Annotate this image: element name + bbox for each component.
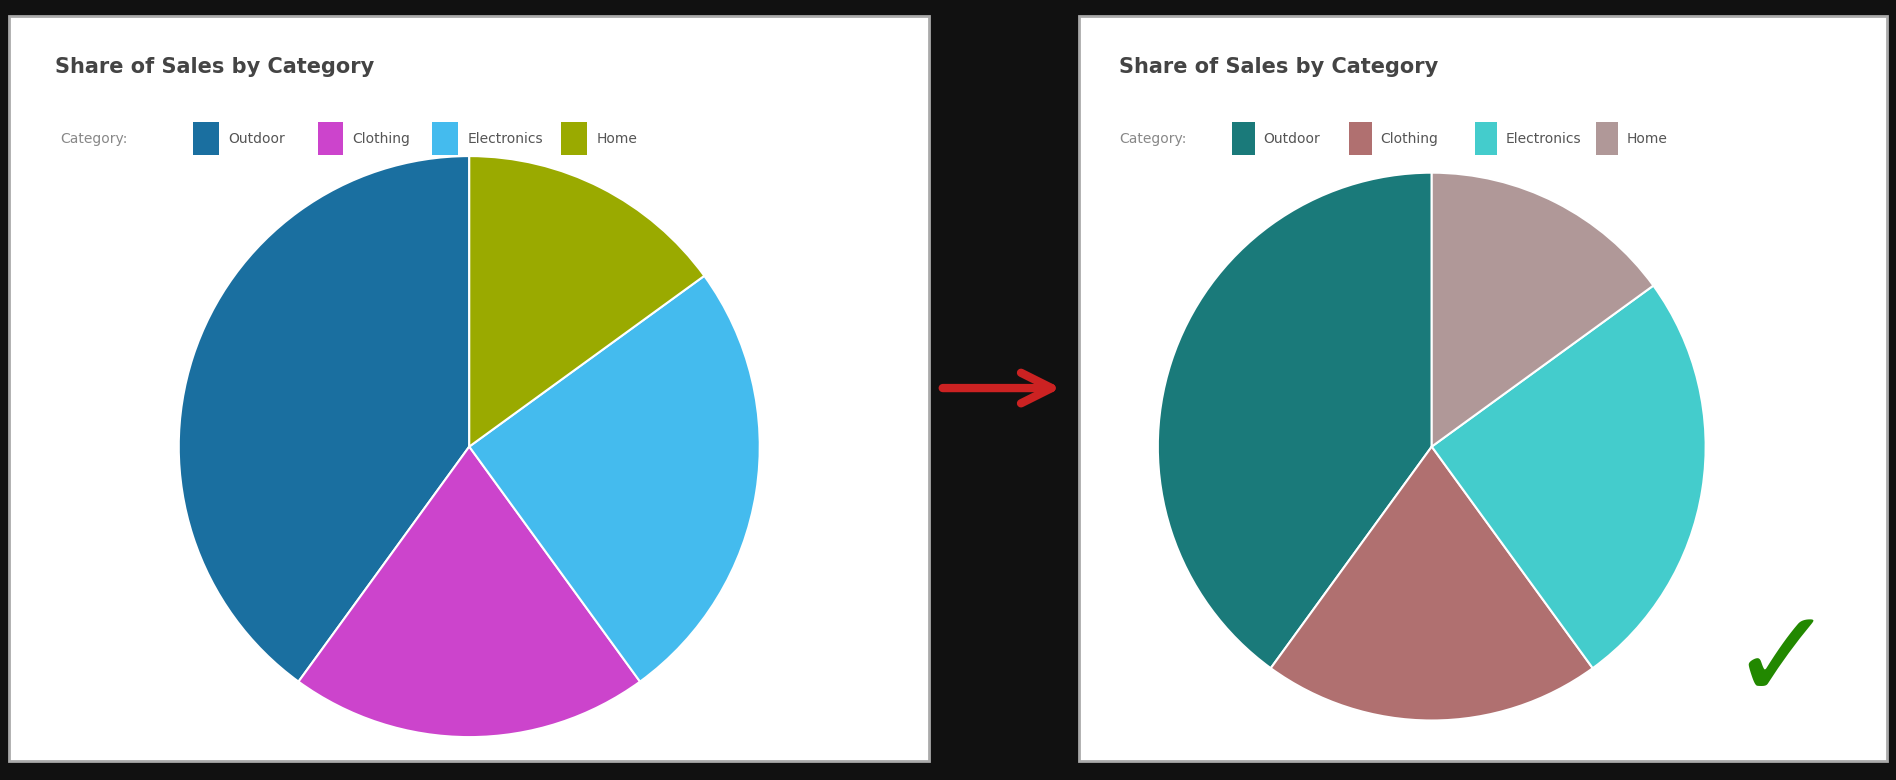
Wedge shape <box>178 156 468 682</box>
Wedge shape <box>1431 285 1706 668</box>
Text: Home: Home <box>595 132 637 146</box>
Bar <box>1475 122 1498 155</box>
Text: Outdoor: Outdoor <box>228 132 284 146</box>
Bar <box>1350 122 1373 155</box>
Text: Outdoor: Outdoor <box>1263 132 1320 146</box>
Text: ✓: ✓ <box>1729 603 1833 724</box>
Text: Home: Home <box>1627 132 1667 146</box>
Bar <box>432 122 459 155</box>
Text: Category:: Category: <box>61 132 127 146</box>
Bar <box>193 122 220 155</box>
Bar <box>1232 122 1255 155</box>
Text: Electronics: Electronics <box>1505 132 1581 146</box>
Wedge shape <box>468 156 703 447</box>
Text: Clothing: Clothing <box>353 132 410 146</box>
Wedge shape <box>1158 172 1431 668</box>
Bar <box>561 122 588 155</box>
Text: Electronics: Electronics <box>468 132 542 146</box>
Text: Share of Sales by Category: Share of Sales by Category <box>55 57 375 76</box>
FancyArrowPatch shape <box>942 373 1052 403</box>
Bar <box>317 122 343 155</box>
Text: Category:: Category: <box>1119 132 1187 146</box>
Wedge shape <box>1270 447 1593 721</box>
Wedge shape <box>1431 172 1653 447</box>
Wedge shape <box>298 447 641 737</box>
Text: Clothing: Clothing <box>1380 132 1437 146</box>
Text: Share of Sales by Category: Share of Sales by Category <box>1119 57 1439 76</box>
Wedge shape <box>468 276 760 682</box>
Bar <box>1596 122 1619 155</box>
